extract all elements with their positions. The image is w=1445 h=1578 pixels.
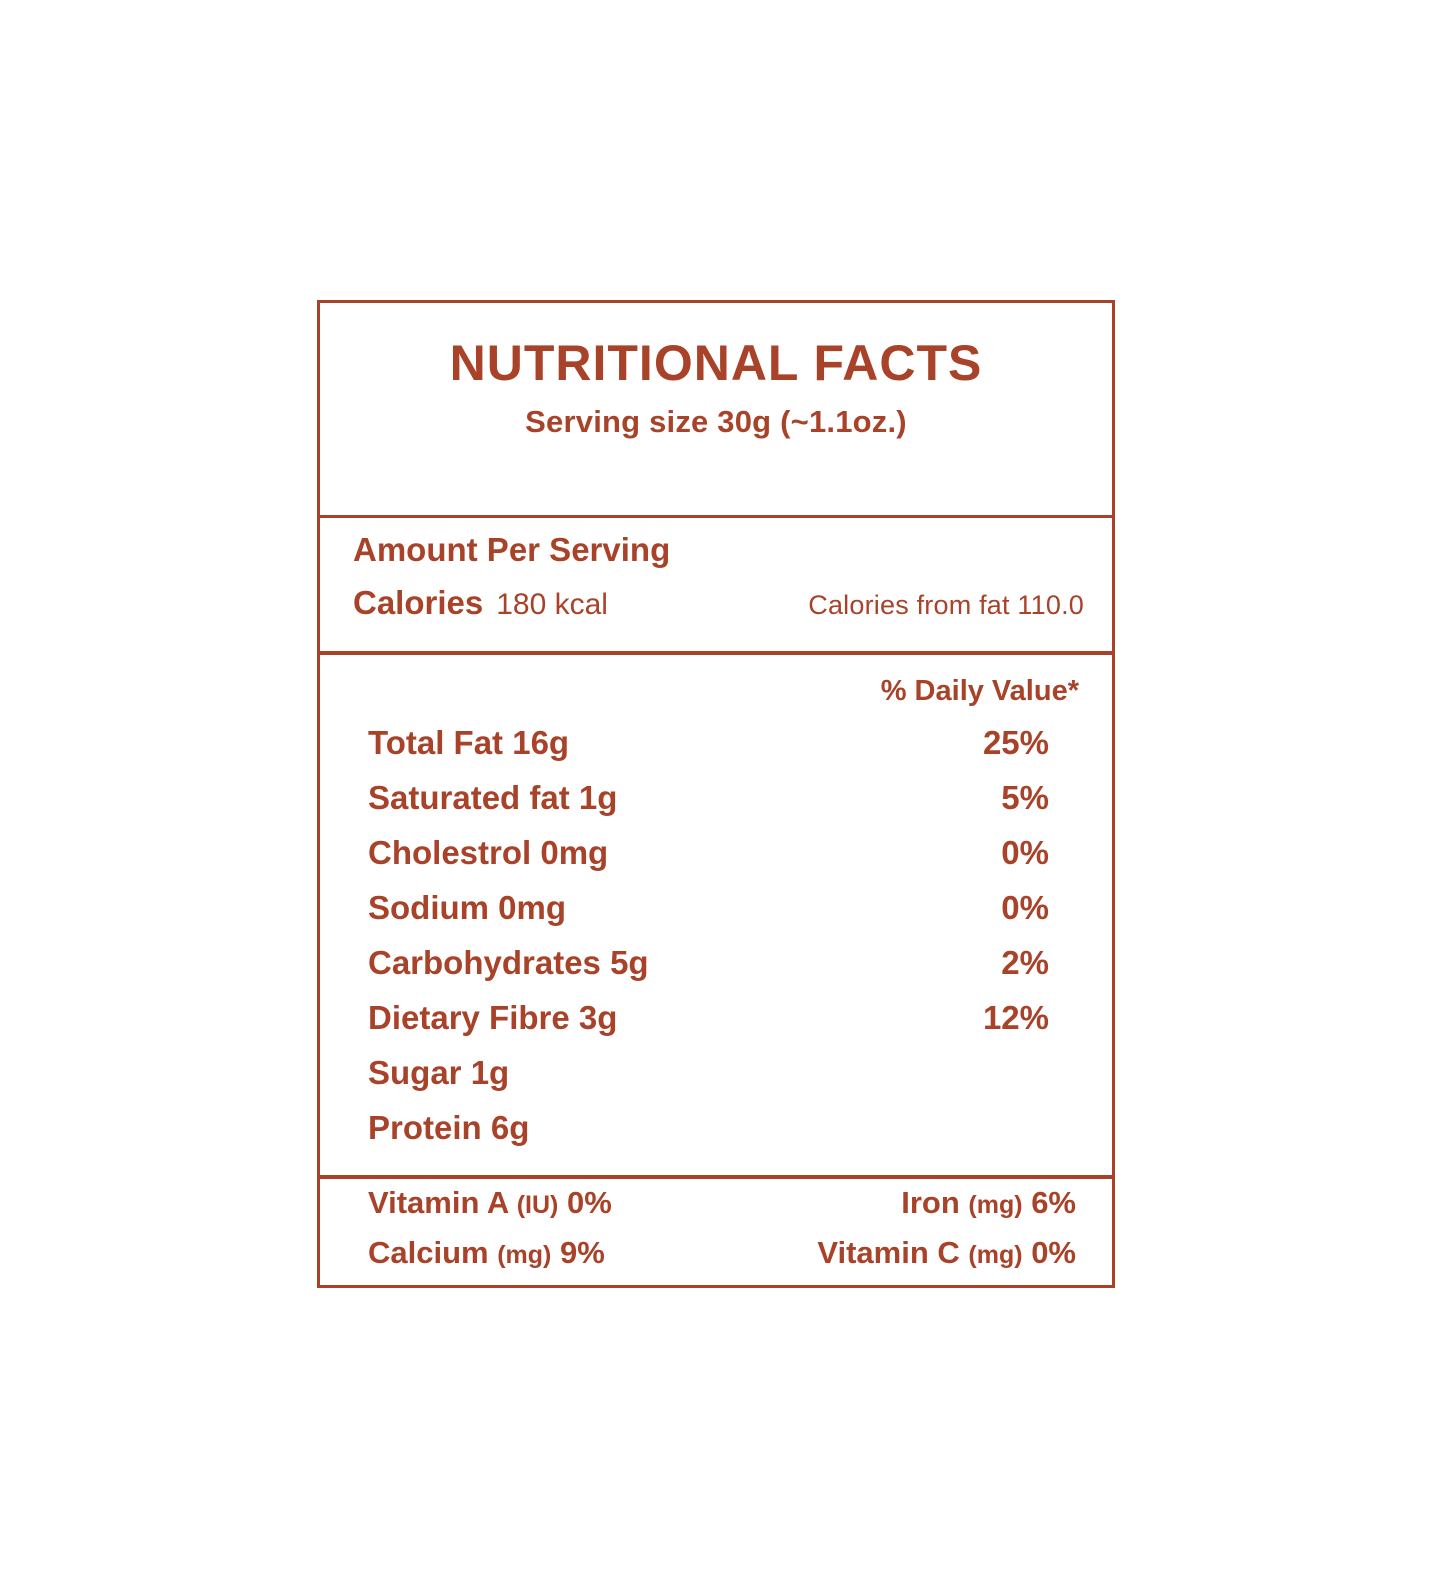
nutrient-percent: 0% [1001, 889, 1049, 927]
calcium-cell: Calcium (mg) 9% [368, 1229, 605, 1279]
amount-per-serving-heading: Amount Per Serving [353, 530, 671, 568]
daily-value-column-header: % Daily Value* [880, 674, 1079, 707]
micro-value: 9% [560, 1235, 605, 1270]
nutrient-label: Dietary Fibre 3g [368, 999, 618, 1037]
label-title: NUTRITIONAL FACTS [449, 335, 983, 391]
row-cholestrol: Cholestrol 0mg 0% [368, 826, 1049, 881]
nutrient-percent: 12% [982, 999, 1049, 1037]
calories-value: 180 kcal [496, 587, 608, 621]
nutrient-label: Protein 6g [368, 1109, 530, 1147]
nutrient-label: Cholestrol 0mg [368, 834, 609, 872]
micro-name: Vitamin C [817, 1235, 960, 1270]
nutrient-label: Carbohydrates 5g [368, 944, 649, 982]
calories-from-fat-text: Calories from fat 110.0 [808, 589, 1084, 620]
amount-per-serving-section: Amount Per Serving Calories 180 kcal Cal… [320, 518, 1112, 655]
label-header-section: NUTRITIONAL FACTS Serving size 30g (~1.1… [320, 303, 1112, 518]
nutrition-label: NUTRITIONAL FACTS Serving size 30g (~1.1… [317, 300, 1115, 1288]
nutrient-percent: 2% [1001, 944, 1049, 982]
vitamin-c-cell: Vitamin C (mg) 0% [817, 1229, 1076, 1279]
micro-name: Calcium [368, 1235, 489, 1270]
nutrient-rows: Total Fat 16g 25% Saturated fat 1g 5% Ch… [320, 716, 1112, 1156]
row-saturated-fat: Saturated fat 1g 5% [368, 771, 1049, 826]
calories-label: Calories [353, 583, 484, 621]
micronutrient-row-1: Vitamin A (IU) 0% Iron (mg) 6% [368, 1179, 1076, 1229]
iron-cell: Iron (mg) 6% [901, 1179, 1076, 1229]
calories-row: Calories 180 kcal Calories from fat 110.… [353, 584, 1084, 622]
micro-name: Vitamin A [368, 1185, 509, 1220]
micro-value: 0% [1031, 1235, 1076, 1270]
nutrient-label: Sodium 0mg [368, 889, 567, 927]
vitamin-a-cell: Vitamin A (IU) 0% [368, 1179, 612, 1229]
row-sugar: Sugar 1g [368, 1046, 1049, 1101]
row-dietary-fibre: Dietary Fibre 3g 12% [368, 991, 1049, 1046]
micronutrients-section: Vitamin A (IU) 0% Iron (mg) 6% Calcium (… [320, 1179, 1112, 1285]
row-total-fat: Total Fat 16g 25% [368, 716, 1049, 771]
nutrient-label: Saturated fat 1g [368, 779, 618, 817]
micro-value: 0% [567, 1185, 612, 1220]
micro-unit: (mg) [968, 1241, 1023, 1269]
row-carbohydrates: Carbohydrates 5g 2% [368, 936, 1049, 991]
micro-value: 6% [1031, 1185, 1076, 1220]
nutrient-percent: 25% [982, 724, 1049, 762]
row-protein: Protein 6g [368, 1101, 1049, 1156]
micro-unit: (IU) [516, 1191, 559, 1219]
calories-group: Calories 180 kcal [353, 584, 608, 622]
daily-values-section: % Daily Value* Total Fat 16g 25% Saturat… [320, 655, 1112, 1179]
nutrient-label: Sugar 1g [368, 1054, 510, 1092]
nutrient-label: Total Fat 16g [368, 724, 570, 762]
nutrient-percent: 5% [1001, 779, 1049, 817]
micronutrient-row-2: Calcium (mg) 9% Vitamin C (mg) 0% [368, 1229, 1076, 1279]
serving-size-text: Serving size 30g (~1.1oz.) [525, 404, 907, 439]
micro-name: Iron [901, 1185, 960, 1220]
micro-unit: (mg) [968, 1191, 1023, 1219]
micro-unit: (mg) [497, 1241, 552, 1269]
nutrient-percent: 0% [1001, 834, 1049, 872]
row-sodium: Sodium 0mg 0% [368, 881, 1049, 936]
